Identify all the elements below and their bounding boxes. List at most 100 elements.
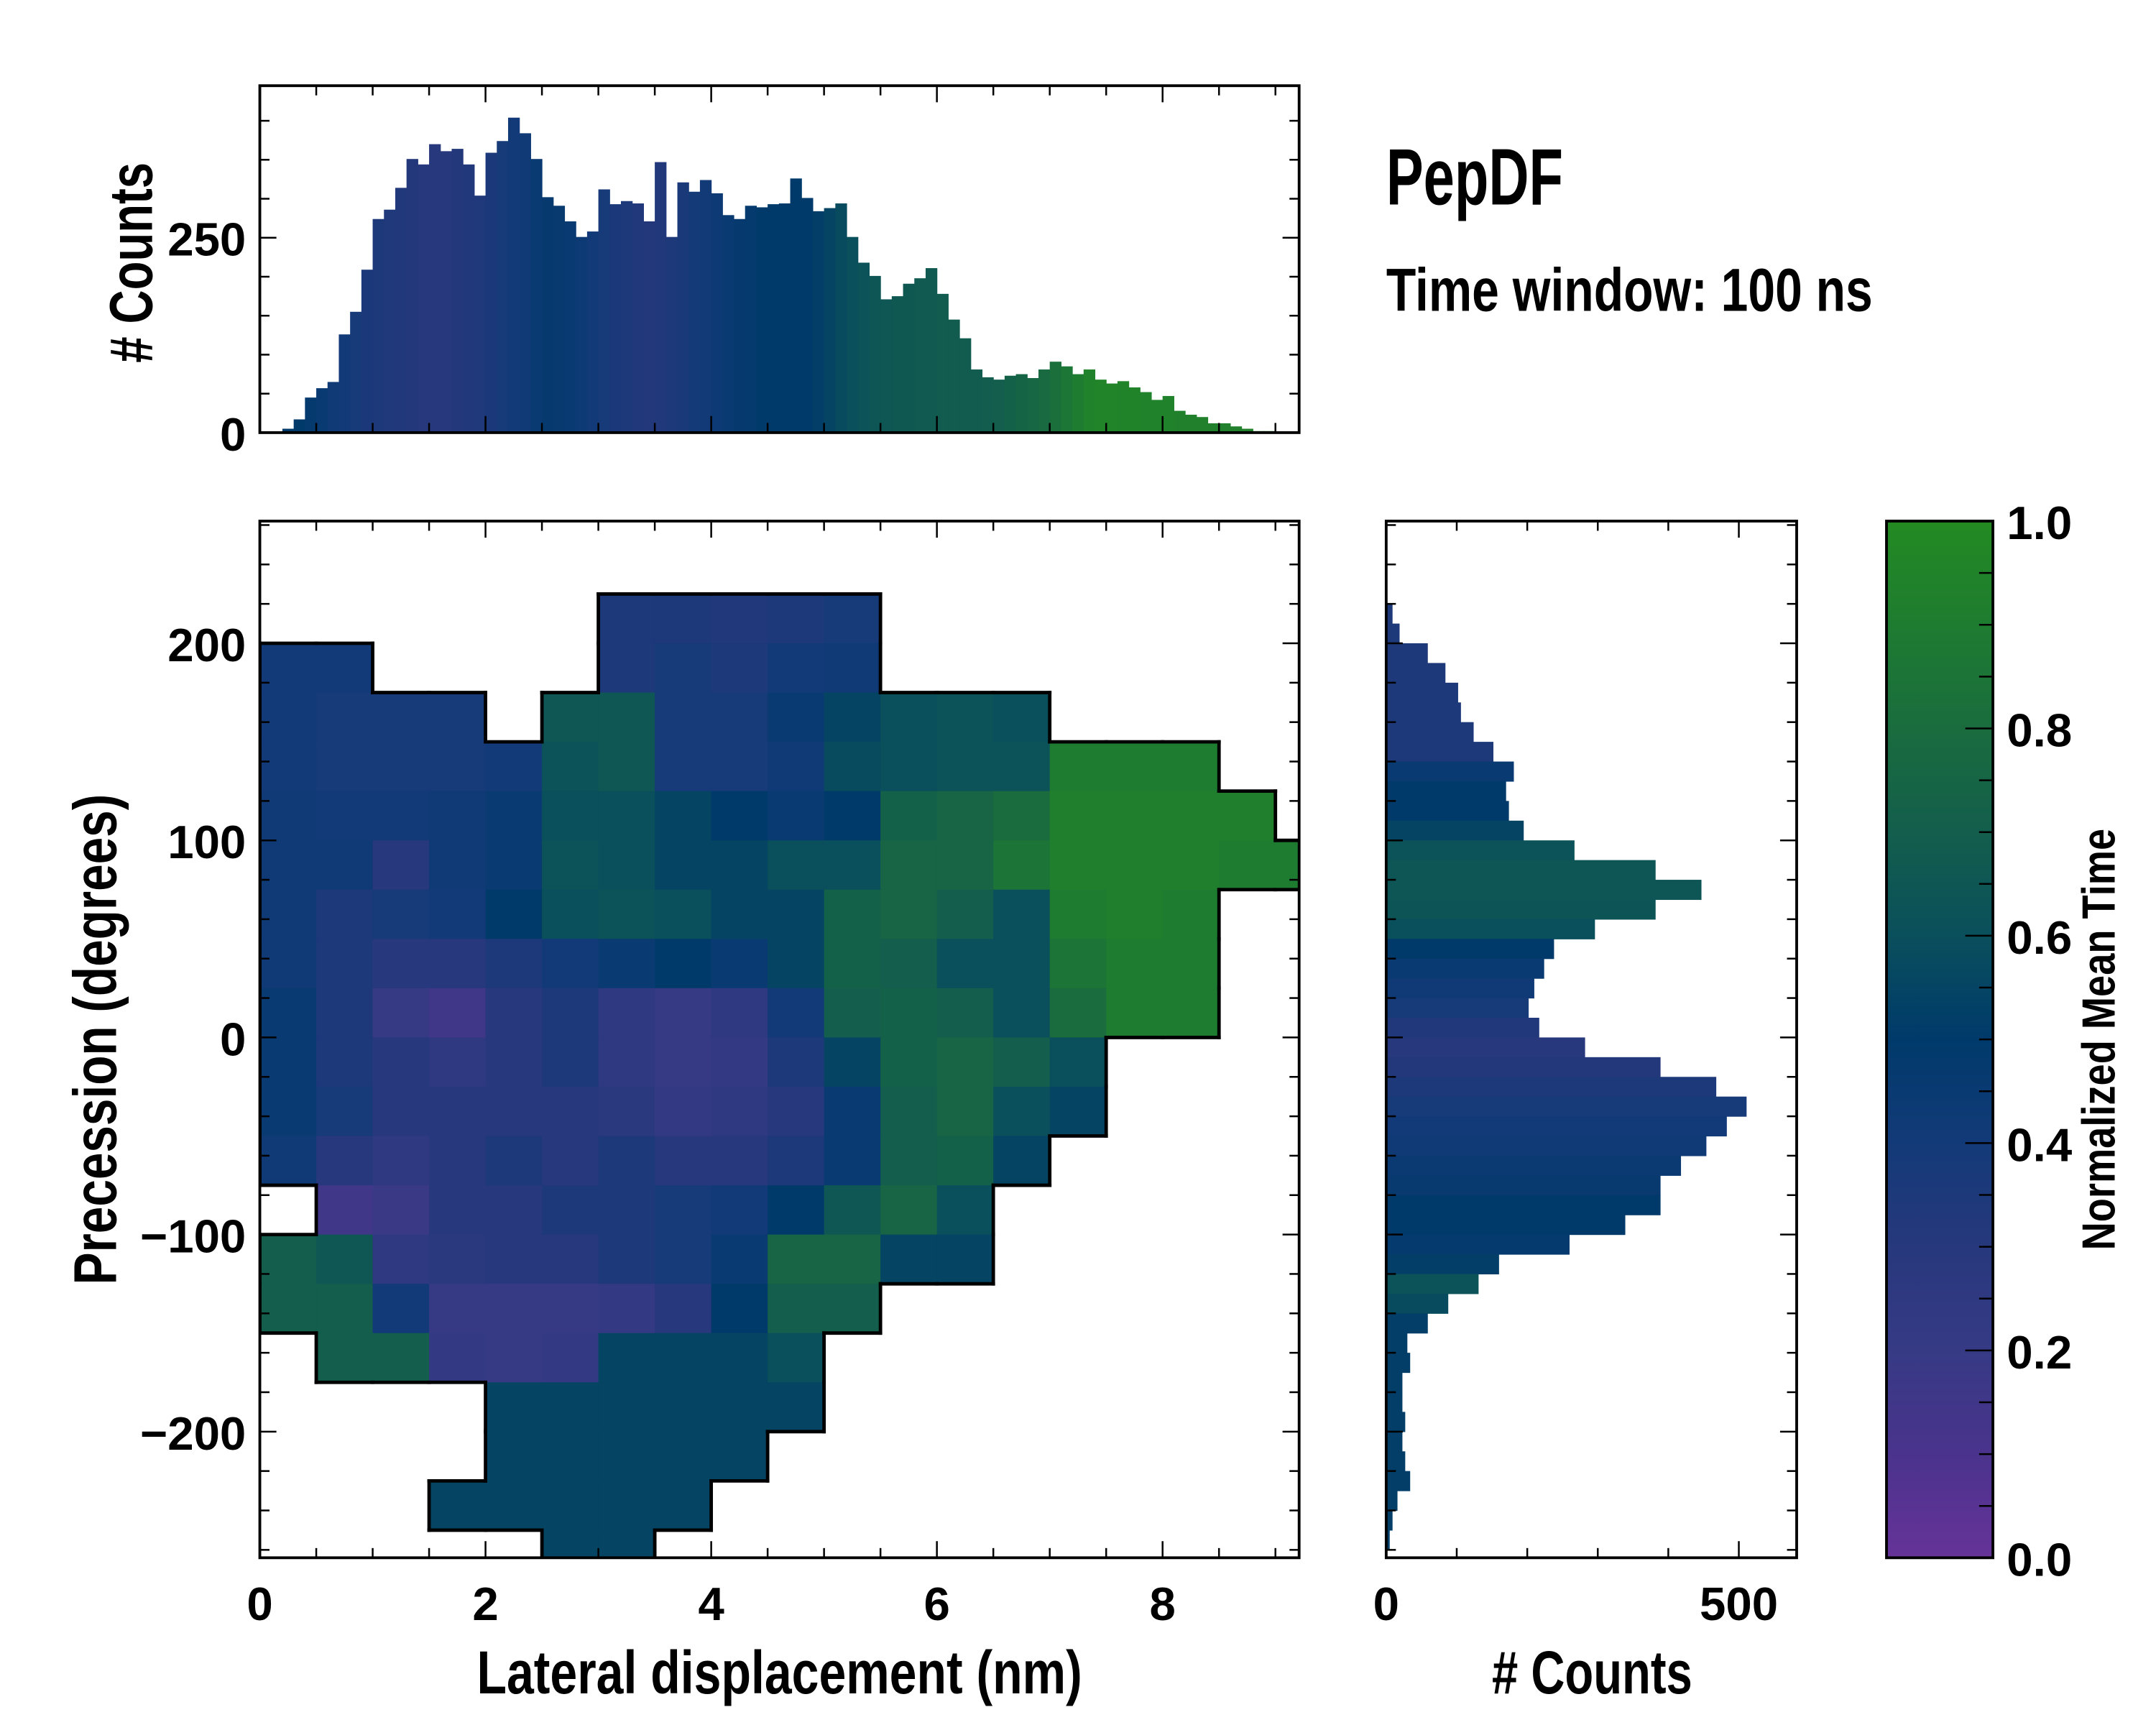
- heatmap-cell: [542, 1481, 599, 1531]
- heatmap-frame: [258, 520, 1301, 1560]
- heatmap-cell: [485, 939, 543, 989]
- top-histogram-bar: [519, 133, 531, 433]
- heatmap-cell: [316, 889, 374, 940]
- right-histogram-bar: [1386, 1471, 1411, 1491]
- heatmap-cell: [1106, 939, 1164, 989]
- heatmap-cell: [936, 889, 995, 940]
- heatmap-cell: [1275, 840, 1299, 891]
- heatmap-cell: [429, 840, 487, 891]
- heatmap-cell: [711, 988, 769, 1039]
- heatmap-cell: [711, 889, 769, 940]
- heatmap-cell: [598, 988, 656, 1039]
- top-histogram-bar: [1207, 423, 1220, 433]
- right-histogram-bar: [1386, 682, 1458, 703]
- top-histogram-bar: [903, 283, 915, 433]
- heatmap-cell: [372, 889, 430, 940]
- right-histogram-frame: [1384, 520, 1798, 1560]
- heatmap-cell: [711, 1284, 769, 1334]
- heatmap-cell: [598, 1431, 656, 1482]
- heatmap-cell: [429, 1037, 487, 1087]
- top-histogram-bar: [1095, 380, 1107, 433]
- heatmap-cell: [542, 840, 599, 891]
- heatmap-cell: [598, 840, 656, 891]
- heatmap-cell: [711, 1234, 769, 1285]
- heatmap-cell: [429, 988, 487, 1039]
- top-histogram-bar: [688, 191, 701, 433]
- heatmap-cell: [824, 742, 882, 792]
- top-histogram-bar: [778, 203, 791, 433]
- top-histogram-bar: [418, 164, 430, 433]
- heatmap-cell: [711, 594, 769, 644]
- heatmap-cell: [711, 791, 769, 842]
- heatmap-cell: [598, 791, 656, 842]
- heatmap-cell: [485, 889, 543, 940]
- heatmap-cell: [1049, 939, 1107, 989]
- top-histogram-bar: [553, 206, 566, 433]
- top-histogram-bar: [880, 299, 893, 433]
- heatmap-cell: [485, 1234, 543, 1285]
- heatmap-cell: [598, 1530, 656, 1558]
- heatmap-cell: [259, 1284, 318, 1334]
- top-histogram-bar: [914, 278, 926, 433]
- heatmap-cell: [316, 791, 374, 842]
- right-histogram-bar: [1386, 702, 1461, 723]
- heatmap-cell: [711, 939, 769, 989]
- heatmap-cell: [372, 1234, 430, 1285]
- top-histogram-bar: [395, 188, 407, 433]
- heatmap-cell: [936, 1086, 995, 1137]
- heatmap-cell: [1162, 742, 1220, 792]
- right-x-tick-label: 500: [1700, 1578, 1778, 1630]
- top-histogram-bar: [970, 369, 983, 433]
- heatmap-cell: [542, 988, 599, 1039]
- top-histogram-bar: [621, 201, 633, 433]
- top-histogram-bar: [1174, 410, 1186, 433]
- heatmap-ticks: 0 2 4 6 8 200 100 0 −100 −200: [140, 521, 1299, 1630]
- top-histogram-bar: [1004, 375, 1017, 433]
- heatmap-cell: [485, 1382, 543, 1432]
- top-histogram-bar: [959, 338, 972, 433]
- heatmap-cell: [711, 1136, 769, 1187]
- heatmap-cell: [768, 692, 825, 743]
- right-histogram-bar: [1386, 1293, 1449, 1314]
- heatmap-cell: [993, 889, 1051, 940]
- heatmap-cell: [936, 988, 995, 1039]
- top-histogram-bar: [936, 293, 949, 433]
- heatmap-cell: [655, 1086, 712, 1137]
- heatmap-cell: [711, 1431, 769, 1482]
- heatmap-cells: [259, 594, 1299, 1558]
- heatmap-cell: [372, 1333, 430, 1384]
- heatmap-cell: [485, 791, 543, 842]
- heatmap-cell: [768, 1333, 825, 1384]
- heatmap-cell: [824, 1234, 882, 1285]
- x-tick-label: 8: [1150, 1578, 1176, 1630]
- heatmap-cell: [1106, 988, 1164, 1039]
- heatmap-cell: [485, 1185, 543, 1236]
- heatmap-cell: [598, 1333, 656, 1384]
- heatmap-cell: [768, 1136, 825, 1187]
- top-histogram-bar: [1049, 362, 1061, 433]
- heatmap-cell: [993, 692, 1051, 743]
- top-histogram-bar: [1241, 428, 1253, 433]
- heatmap-cell: [768, 1234, 825, 1285]
- colorbar-frame: [1885, 520, 1994, 1560]
- top-histogram-bar: [564, 221, 576, 433]
- heatmap-cell: [372, 1136, 430, 1187]
- heatmap-cell: [598, 692, 656, 743]
- heatmap-cell: [259, 1234, 318, 1285]
- heatmap-cell: [429, 939, 487, 989]
- heatmap-cell: [768, 742, 825, 792]
- heatmap-cell: [655, 1284, 712, 1334]
- heatmap-cell: [936, 1136, 995, 1187]
- top-histogram-bar: [586, 231, 599, 433]
- heatmap-cell: [824, 889, 882, 940]
- heatmap-cell: [655, 889, 712, 940]
- right-histogram-bar: [1386, 1510, 1393, 1531]
- heatmap-cell: [485, 1481, 543, 1531]
- right-histogram-bar: [1386, 1372, 1403, 1393]
- heatmap-cell: [598, 1037, 656, 1087]
- top-histogram-bar: [474, 196, 487, 433]
- colorbar-tick-label: 1.0: [2007, 497, 2072, 549]
- heatmap-cell: [429, 1234, 487, 1285]
- right-histogram-xlabel: # Counts: [1492, 1638, 1692, 1706]
- heatmap-cell: [936, 692, 995, 743]
